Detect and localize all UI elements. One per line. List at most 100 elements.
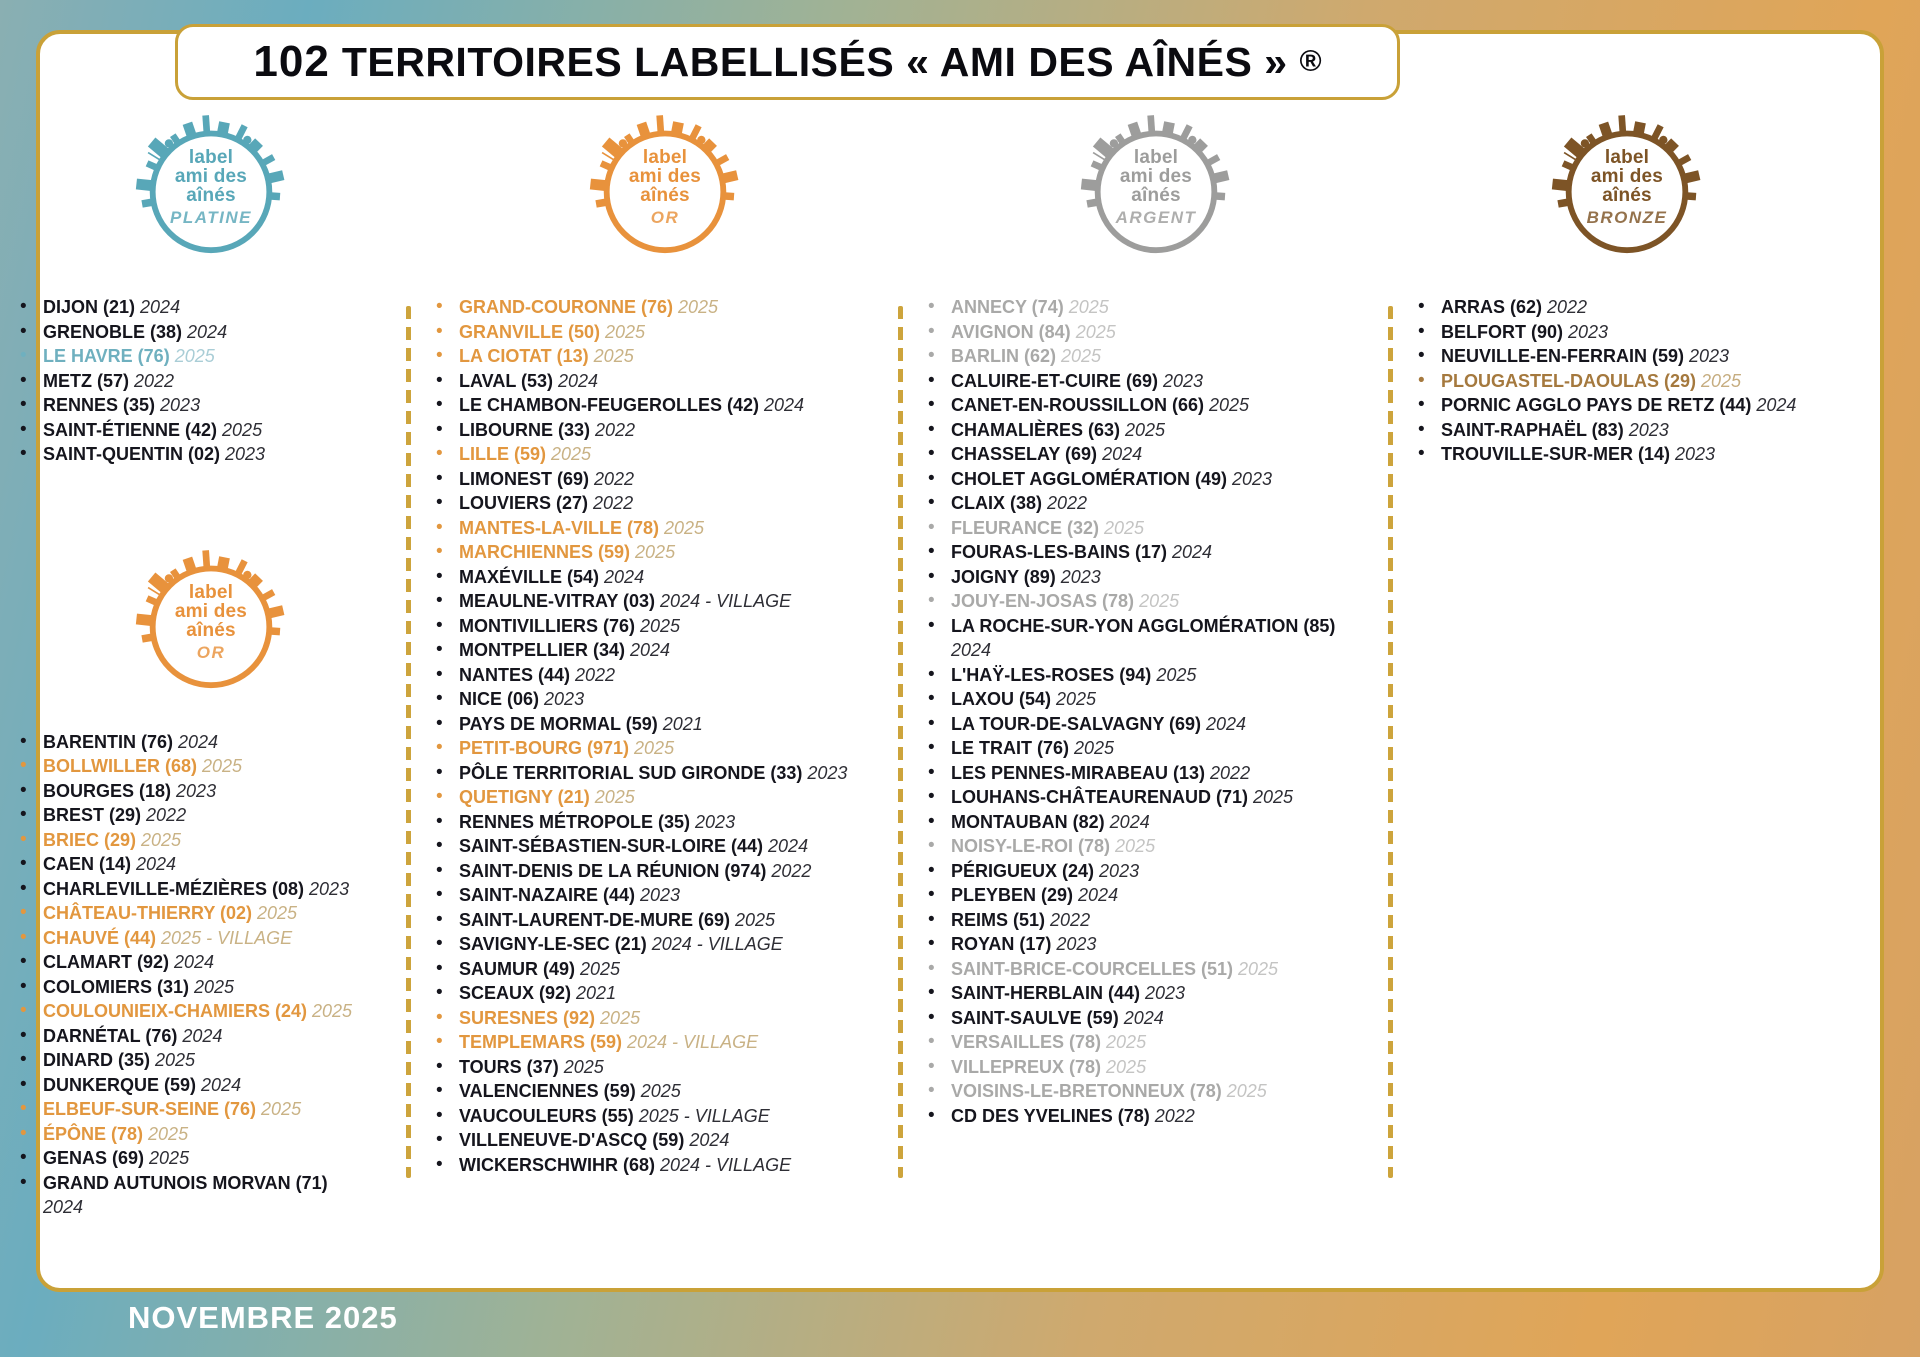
territory-year: 2023 <box>1163 370 1204 391</box>
label-badge-bronze: label ami des aînés BRONZE <box>1527 96 1727 271</box>
territory-name: BELFORT (90) <box>1441 321 1569 342</box>
territory-item: GRANVILLE (50) 2025 <box>432 320 898 345</box>
territory-name: BRIEC (29) <box>43 829 142 850</box>
territory-year: 2025 <box>593 346 634 366</box>
territory-year: 2024 <box>1109 811 1150 832</box>
territory-name: PORNIC AGGLO PAYS DE RETZ (44) <box>1441 395 1757 415</box>
territory-item: WICKERSCHWIHR (68) 2024 - VILLAGE <box>432 1153 898 1178</box>
badge-word: aînés <box>1602 185 1652 206</box>
territory-year: 2021 <box>576 983 617 1003</box>
territory-name: BOURGES (18) <box>43 780 177 801</box>
territory-year: 2025 <box>1226 1081 1267 1101</box>
territory-name: ELBEUF-SUR-SEINE (76) <box>43 1099 262 1119</box>
territory-item: MONTAUBAN (82) 2024 <box>924 810 1388 835</box>
city-skyline-icon <box>565 96 765 271</box>
territory-name: AVIGNON (84) <box>951 321 1076 342</box>
badge-text: label ami des aînés PLATINE <box>111 148 311 227</box>
territory-year: 2024 <box>1123 1007 1164 1028</box>
territory-name: QUETIGNY (21) <box>459 787 595 807</box>
territory-item: LAVAL (53) 2024 <box>432 369 898 394</box>
territory-name: WICKERSCHWIHR (68) <box>459 1154 660 1175</box>
city-skyline-icon <box>111 531 311 706</box>
territory-name: SAVIGNY-LE-SEC (21) <box>459 934 652 954</box>
territory-item: CHÂTEAU-THIERRY (02) 2025 <box>16 901 406 926</box>
territory-name: LILLE (59) <box>459 444 552 464</box>
territory-list-argent: ANNECY (74) 2025AVIGNON (84) 2025BARLIN … <box>924 295 1388 1128</box>
territory-year: 2023 <box>1689 346 1730 366</box>
territory-item: GRENOBLE (38) 2024 <box>16 320 406 345</box>
territory-name: BREST (29) <box>43 805 147 825</box>
column-platine-or: label ami des aînés PLATINE DIJON (21) 2… <box>16 96 406 1220</box>
section-bronze: label ami des aînés BRONZE ARRAS (62) 20… <box>1414 96 1840 467</box>
territory-name: CHASSELAY (69) <box>951 444 1103 464</box>
territory-year: 2025 <box>1209 395 1250 415</box>
title-box: 102 TERRITOIRES LABELLISÉS « AMI DES AÎN… <box>175 24 1400 100</box>
territory-year: 2024 - VILLAGE <box>651 934 783 954</box>
territory-year: 2022 <box>594 468 635 489</box>
territory-name: CHARLEVILLE-MÉZIÈRES (08) <box>43 878 310 899</box>
territory-name: VAUCOULEURS (55) <box>459 1105 639 1126</box>
territory-item: JOIGNY (89) 2023 <box>924 565 1388 590</box>
territory-item: L'HAŸ-LES-ROSES (94) 2025 <box>924 663 1388 688</box>
territory-year: 2024 <box>768 836 809 856</box>
territory-name: CHÂTEAU-THIERRY (02) <box>43 903 258 923</box>
territory-name: ANNECY (74) <box>951 297 1069 317</box>
territory-name: DARNÉTAL (76) <box>43 1025 183 1046</box>
territory-name: PLEYBEN (29) <box>951 885 1079 905</box>
territory-year: 2024 <box>558 370 599 391</box>
territory-item: BELFORT (90) 2023 <box>1414 320 1840 345</box>
territory-name: PÉRIGUEUX (24) <box>951 860 1100 881</box>
territory-year: 2025 <box>1238 958 1279 979</box>
territory-year: 2025 <box>202 756 243 776</box>
territory-year: 2023 <box>1232 468 1273 489</box>
territory-item: ELBEUF-SUR-SEINE (76) 2025 <box>16 1097 406 1122</box>
badge-word: label <box>1133 147 1179 168</box>
territory-name: ROYAN (17) <box>951 934 1057 954</box>
territory-name: LA CIOTAT (13) <box>459 346 594 366</box>
label-badge-platine: label ami des aînés PLATINE <box>111 96 311 271</box>
territory-name: MARCHIENNES (59) <box>459 542 636 562</box>
badge-word: aînés <box>186 619 236 641</box>
territory-year: 2024 <box>136 854 177 874</box>
territory-item: ÉPÔNE (78) 2025 <box>16 1122 406 1147</box>
territory-item: TEMPLEMARS (59) 2024 - VILLAGE <box>432 1030 898 1055</box>
territory-item: LA ROCHE-SUR-YON AGGLOMÉRATION (85) 2024 <box>924 614 1388 663</box>
territory-name: JOIGNY (89) <box>951 566 1061 587</box>
territory-year: 2025 <box>148 1123 189 1144</box>
badge-text: label ami des aînés OR <box>111 583 311 662</box>
territory-item: PETIT-BOURG (971) 2025 <box>432 736 898 761</box>
territory-name: PLOUGASTEL-DAOULAS (29) <box>1441 370 1702 391</box>
territory-name: BOLLWILLER (68) <box>43 756 202 776</box>
territory-item: DIJON (21) 2024 <box>16 295 406 320</box>
territory-item: ROYAN (17) 2023 <box>924 932 1388 957</box>
territory-name: CHOLET AGGLOMÉRATION (49) <box>951 468 1232 489</box>
territory-year: 2024 <box>182 1025 223 1046</box>
territory-year: 2024 <box>630 640 671 660</box>
territory-item: MANTES-LA-VILLE (78) 2025 <box>432 516 898 541</box>
territory-year: 2023 <box>309 878 350 899</box>
section-argent: label ami des aînés ARGENT ANNECY (74) 2… <box>924 96 1388 1128</box>
territory-item: CLAMART (92) 2024 <box>16 950 406 975</box>
territory-year: 2024 <box>604 566 645 587</box>
badge-level-bronze: BRONZE <box>1586 208 1668 227</box>
territory-year: 2025 <box>1125 419 1166 440</box>
badge-text: label ami des aînés ARGENT <box>1056 148 1256 227</box>
territory-item: SAINT-LAURENT-DE-MURE (69) 2025 <box>432 908 898 933</box>
territory-year: 2023 <box>1145 983 1186 1003</box>
territory-name: LOUHANS-CHÂTEAURENAUD (71) <box>951 787 1254 807</box>
territory-item: NEUVILLE-EN-FERRAIN (59) 2023 <box>1414 344 1840 369</box>
territory-name: BARLIN (62) <box>951 346 1062 366</box>
territory-name: LE HAVRE (76) <box>43 346 175 366</box>
territory-year: 2024 <box>140 297 181 317</box>
territory-year: 2024 <box>951 640 992 660</box>
territory-year: 2025 - VILLAGE <box>638 1105 770 1126</box>
territory-name: JOUY-EN-JOSAS (78) <box>951 591 1140 611</box>
territory-name: LAXOU (54) <box>951 689 1057 709</box>
territory-item: SAINT-HERBLAIN (44) 2023 <box>924 981 1388 1006</box>
territory-year: 2025 <box>174 346 215 366</box>
territory-year: 2023 <box>225 444 266 464</box>
territory-item: ANNECY (74) 2025 <box>924 295 1388 320</box>
badge-text: label ami des aînés BRONZE <box>1527 148 1727 227</box>
territory-item: MARCHIENNES (59) 2025 <box>432 540 898 565</box>
territory-year: 2025 <box>1104 517 1145 538</box>
